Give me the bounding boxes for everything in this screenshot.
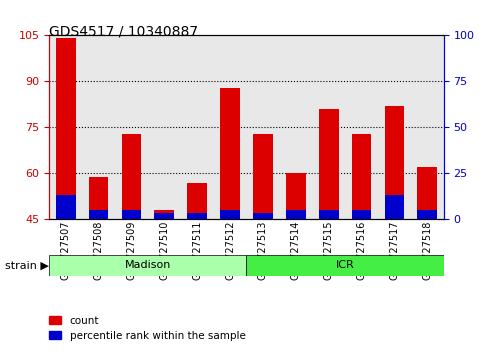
Bar xyxy=(253,133,273,219)
Bar xyxy=(89,177,108,219)
Bar xyxy=(319,210,339,219)
Bar xyxy=(122,210,141,219)
FancyBboxPatch shape xyxy=(246,255,444,276)
Bar xyxy=(220,210,240,219)
Bar xyxy=(418,167,437,219)
Bar xyxy=(319,109,339,219)
Bar xyxy=(56,195,75,219)
FancyBboxPatch shape xyxy=(49,255,247,276)
Legend: count, percentile rank within the sample: count, percentile rank within the sample xyxy=(45,312,249,345)
Bar xyxy=(154,210,174,219)
Text: ICR: ICR xyxy=(336,261,354,270)
Bar xyxy=(418,210,437,219)
Bar xyxy=(220,87,240,219)
Bar xyxy=(253,213,273,219)
Bar xyxy=(352,133,371,219)
Bar xyxy=(286,210,306,219)
Bar xyxy=(385,195,404,219)
Bar xyxy=(187,213,207,219)
Bar xyxy=(352,210,371,219)
Text: strain ▶: strain ▶ xyxy=(5,261,49,270)
Bar xyxy=(154,213,174,219)
Bar xyxy=(89,210,108,219)
Bar xyxy=(122,133,141,219)
Bar xyxy=(187,183,207,219)
Bar xyxy=(286,173,306,219)
Text: GDS4517 / 10340887: GDS4517 / 10340887 xyxy=(49,25,198,39)
Bar xyxy=(56,39,75,219)
Bar xyxy=(385,106,404,219)
Text: Madison: Madison xyxy=(125,261,171,270)
